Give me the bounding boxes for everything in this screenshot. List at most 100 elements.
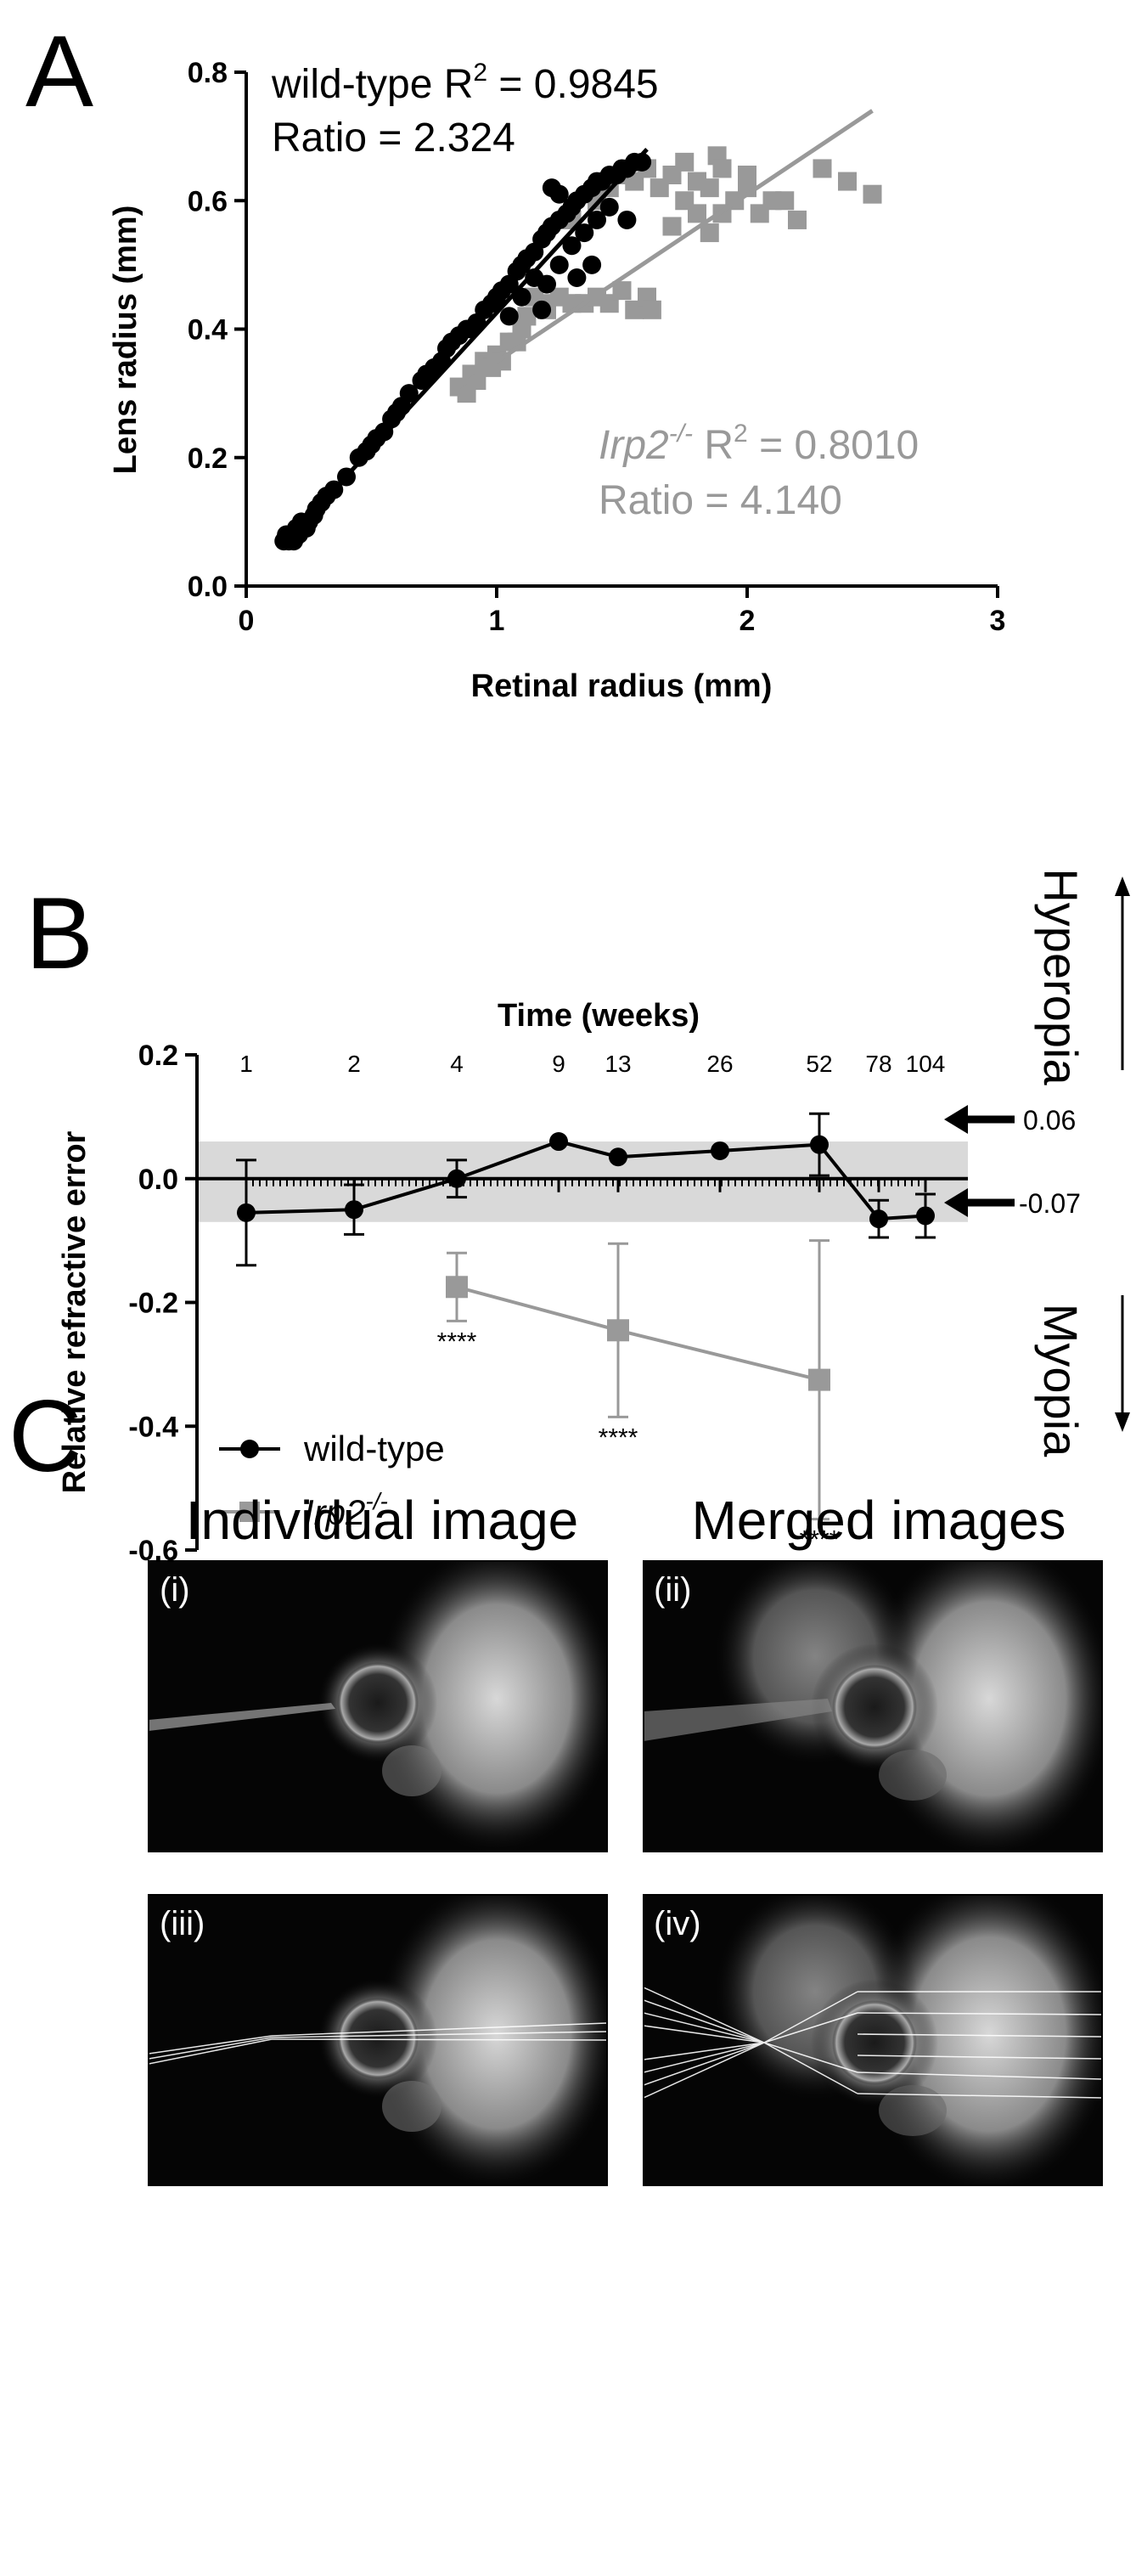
time-tick-label: 26 — [706, 1051, 733, 1077]
data-point-wild-type — [599, 197, 619, 217]
time-tick-label: 9 — [552, 1051, 565, 1077]
data-point-wild-type — [447, 1169, 466, 1188]
data-point-wild-type — [916, 1206, 935, 1226]
y-tick-label-b: 0.0 — [138, 1164, 178, 1196]
image-ii — [644, 1561, 1102, 1852]
significance-marker: **** — [800, 1526, 840, 1554]
y-tick-label-a: 0.0 — [188, 571, 228, 603]
upper-band-arrow — [944, 1105, 1015, 1134]
time-tick-label: 4 — [450, 1051, 464, 1077]
data-point-wild-type — [525, 268, 544, 287]
x-tick-label-a: 0 — [239, 605, 255, 637]
data-point-irp2-ko — [863, 184, 882, 204]
time-tick-label: 104 — [906, 1051, 946, 1077]
image-iii — [149, 1895, 607, 2185]
data-point-wild-type — [532, 300, 552, 319]
data-point-irp2-ko — [662, 217, 682, 236]
col-title-merged: Merged images — [691, 1490, 1066, 1551]
hyperopia-arrow — [1115, 877, 1130, 1070]
data-point-wild-type — [609, 1147, 627, 1167]
data-point-wild-type — [549, 184, 569, 204]
data-point-irp2-ko — [446, 1276, 468, 1299]
fit-line-irp2-ko — [458, 109, 874, 389]
wt-ratio-annotation: Ratio = 2.324 — [272, 116, 515, 161]
panel-label-b: B — [25, 877, 93, 990]
data-point-irp2-ko — [642, 300, 661, 319]
time-tick-label: 52 — [806, 1051, 832, 1077]
panel-label-a: A — [25, 14, 93, 128]
ko-ratio-annotation: Ratio = 4.140 — [599, 478, 842, 523]
y-axis-title-a: Lens radius (mm) — [108, 206, 143, 475]
image-i-frame — [148, 1560, 608, 1852]
normal-range-band — [197, 1141, 968, 1222]
y-tick-label-a: 0.8 — [188, 57, 228, 89]
image-i-label: (i) — [160, 1571, 190, 1609]
ray-traces-iii — [149, 2022, 607, 2065]
data-point-wild-type — [549, 1132, 568, 1152]
time-tick-label: 2 — [347, 1051, 361, 1077]
time-tick-label: 78 — [865, 1051, 891, 1077]
time-tick-label: 1 — [239, 1051, 253, 1077]
hyperopia-label: Hyperopia — [1034, 868, 1088, 1085]
data-point-wild-type — [345, 1200, 363, 1220]
data-point-irp2-ko — [700, 178, 719, 198]
ko-r2-annotation: Irp2-/- R2 = 0.8010 — [599, 420, 919, 468]
image-iv — [644, 1895, 1102, 2185]
data-point-irp2-ko — [838, 172, 857, 191]
x-axis-title-b: Time (weeks) — [498, 998, 700, 1034]
y-tick-label-b: -0.4 — [128, 1411, 178, 1443]
image-i — [149, 1561, 607, 1852]
data-point-irp2-ko — [675, 152, 695, 172]
data-point-irp2-ko — [675, 191, 695, 211]
data-point-wild-type — [399, 384, 419, 403]
image-iii-frame — [148, 1894, 608, 2186]
data-point-irp2-ko — [788, 210, 807, 229]
y-tick-label-a: 0.4 — [188, 314, 228, 347]
y-tick-label-b: 0.2 — [138, 1040, 178, 1072]
lower-band-label: -0.07 — [1019, 1188, 1081, 1219]
data-point-wild-type — [237, 1203, 256, 1222]
line-plot-panel-b: 0.20.0-0.2-0.4-0.61 2 4 9 13 26 52 78 104*******… — [128, 1040, 968, 1567]
y-tick-label-b: -0.2 — [128, 1288, 178, 1320]
time-tick-label: 13 — [605, 1051, 631, 1077]
significance-marker: **** — [437, 1327, 477, 1356]
series-line-irp2-ko — [456, 1285, 820, 1382]
data-point-irp2-ko — [517, 307, 537, 326]
legend-b: wild-type Irp2-/- — [219, 1429, 445, 1532]
x-tick-label-a: 1 — [489, 605, 505, 637]
legend-ko-label: Irp2-/- — [304, 1488, 388, 1532]
data-point-wild-type — [575, 223, 594, 243]
data-point-irp2-ko — [775, 191, 795, 211]
data-point-wild-type — [549, 255, 569, 274]
data-point-irp2-ko — [607, 1319, 629, 1342]
data-point-irp2-ko — [712, 159, 732, 178]
data-point-irp2-ko — [813, 159, 832, 178]
legend-wt-label: wild-type — [303, 1429, 445, 1468]
upper-band-label: 0.06 — [1023, 1105, 1076, 1136]
data-point-irp2-ko — [612, 281, 632, 301]
data-point-irp2-ko — [738, 166, 756, 184]
image-iv-frame — [643, 1894, 1103, 2186]
col-title-individual: Individual image — [186, 1490, 579, 1551]
legend-wt-marker — [240, 1440, 259, 1458]
data-point-wild-type — [588, 210, 606, 229]
data-point-wild-type — [562, 236, 582, 256]
y-axis-title-b: Relative refractive error — [57, 1130, 93, 1493]
myopia-arrow — [1115, 1295, 1130, 1432]
image-iii-label: (iii) — [160, 1905, 205, 1942]
wt-r2-annotation: wild-type R2 = 0.9845 — [271, 59, 659, 107]
data-point-wild-type — [499, 307, 519, 326]
significance-marker: **** — [599, 1423, 638, 1451]
data-point-wild-type — [810, 1135, 829, 1154]
data-point-wild-type — [711, 1141, 729, 1160]
x-tick-label-a: 2 — [740, 605, 756, 637]
y-tick-label-a: 0.2 — [188, 442, 228, 475]
y-tick-label-a: 0.6 — [188, 185, 228, 217]
image-iv-label: (iv) — [654, 1905, 701, 1942]
data-point-irp2-ko — [808, 1368, 830, 1391]
scatter-plot-panel-a: wild-type R2 = 0.9845 Ratio = 2.324 Irp2… — [188, 57, 1006, 637]
legend-ko-marker — [239, 1502, 260, 1522]
lower-band-arrow — [944, 1188, 1015, 1217]
image-ii-frame — [643, 1560, 1103, 1852]
